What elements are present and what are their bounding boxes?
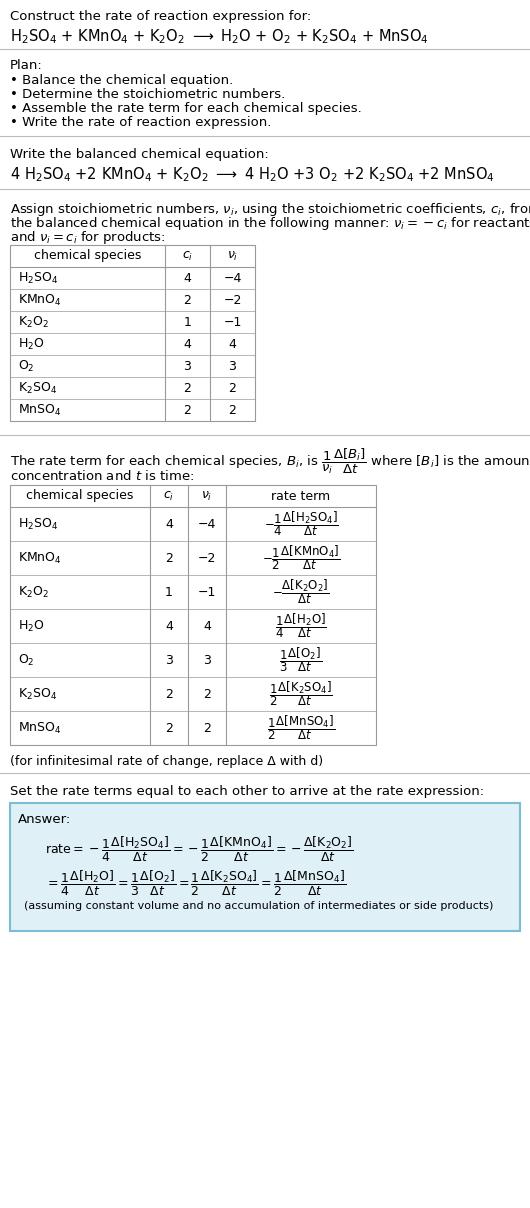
Text: $\mathrm{H_2O}$: $\mathrm{H_2O}$	[18, 618, 45, 633]
Text: Set the rate terms equal to each other to arrive at the rate expression:: Set the rate terms equal to each other t…	[10, 785, 484, 798]
Bar	[10, 484, 376, 745]
Text: −1: −1	[198, 586, 216, 598]
Text: 1: 1	[183, 315, 191, 329]
Text: 2: 2	[183, 403, 191, 417]
Text: $\mathrm{K_2O_2}$: $\mathrm{K_2O_2}$	[18, 585, 49, 599]
Text: Assign stoichiometric numbers, $\nu_i$, using the stoichiometric coefficients, $: Assign stoichiometric numbers, $\nu_i$, …	[10, 201, 530, 217]
Text: 4: 4	[228, 337, 236, 350]
Text: $\dfrac{1}{2}\dfrac{\Delta[\mathrm{K_2SO_4}]}{\Delta t}$: $\dfrac{1}{2}\dfrac{\Delta[\mathrm{K_2SO…	[269, 680, 333, 708]
Text: 3: 3	[183, 360, 191, 372]
Text: rate term: rate term	[271, 489, 331, 503]
Text: $\dfrac{1}{2}\dfrac{\Delta[\mathrm{MnSO_4}]}{\Delta t}$: $\dfrac{1}{2}\dfrac{\Delta[\mathrm{MnSO_…	[267, 714, 335, 743]
Text: 3: 3	[203, 654, 211, 667]
Text: 3: 3	[165, 654, 173, 667]
Text: 2: 2	[228, 403, 236, 417]
Text: −2: −2	[223, 294, 242, 307]
Text: • Assemble the rate term for each chemical species.: • Assemble the rate term for each chemic…	[10, 101, 362, 115]
Text: 1: 1	[165, 586, 173, 598]
Text: chemical species: chemical species	[26, 489, 134, 503]
Text: Construct the rate of reaction expression for:: Construct the rate of reaction expressio…	[10, 10, 311, 23]
Text: −4: −4	[223, 272, 242, 285]
Text: $= \dfrac{1}{4}\dfrac{\Delta[\mathrm{H_2O}]}{\Delta t} = \dfrac{1}{3}\dfrac{\Del: $= \dfrac{1}{4}\dfrac{\Delta[\mathrm{H_2…	[45, 869, 346, 898]
Text: $-\dfrac{1}{2}\dfrac{\Delta[\mathrm{KMnO_4}]}{\Delta t}$: $-\dfrac{1}{2}\dfrac{\Delta[\mathrm{KMnO…	[262, 544, 340, 573]
Text: 2: 2	[183, 294, 191, 307]
Bar	[10, 803, 520, 931]
Text: 2: 2	[165, 721, 173, 734]
Text: $-\dfrac{\Delta[\mathrm{K_2O_2}]}{\Delta t}$: $-\dfrac{\Delta[\mathrm{K_2O_2}]}{\Delta…	[272, 577, 330, 606]
Text: $\mathrm{H_2SO_4}$: $\mathrm{H_2SO_4}$	[18, 517, 58, 532]
Text: • Balance the chemical equation.: • Balance the chemical equation.	[10, 74, 233, 87]
Text: 2: 2	[165, 552, 173, 564]
Text: Answer:: Answer:	[18, 813, 71, 826]
Text: 4: 4	[183, 272, 191, 285]
Text: • Determine the stoichiometric numbers.: • Determine the stoichiometric numbers.	[10, 88, 285, 101]
Text: 4: 4	[165, 517, 173, 530]
Text: $\mathrm{rate} = -\dfrac{1}{4}\dfrac{\Delta[\mathrm{H_2SO_4}]}{\Delta t} = -\dfr: $\mathrm{rate} = -\dfrac{1}{4}\dfrac{\De…	[45, 835, 354, 864]
Text: 2: 2	[203, 687, 211, 701]
Text: 4: 4	[203, 620, 211, 633]
Text: $\mathrm{K_2SO_4}$: $\mathrm{K_2SO_4}$	[18, 686, 57, 702]
Text: $\mathregular{H_2SO_4}$ $+$ $\mathregular{KMnO_4}$ $+$ $\mathregular{K_2O_2}$ $\: $\mathregular{H_2SO_4}$ $+$ $\mathregula…	[10, 27, 429, 46]
Text: $\mathrm{KMnO_4}$: $\mathrm{KMnO_4}$	[18, 551, 62, 565]
Text: $\mathrm{MnSO_4}$: $\mathrm{MnSO_4}$	[18, 402, 61, 418]
Text: $\mathrm{MnSO_4}$: $\mathrm{MnSO_4}$	[18, 720, 61, 736]
Text: concentration and $t$ is time:: concentration and $t$ is time:	[10, 469, 194, 483]
Text: $\mathrm{K_2SO_4}$: $\mathrm{K_2SO_4}$	[18, 381, 57, 395]
Text: $c_i$: $c_i$	[182, 249, 193, 262]
Text: $\mathrm{O_2}$: $\mathrm{O_2}$	[18, 359, 34, 373]
Text: 4: 4	[165, 620, 173, 633]
Text: $4\ \mathregular{H_2SO_4}$ $+ 2\ $$\mathregular{KMnO_4}$ $+\ $$\mathregular{K_2O: $4\ \mathregular{H_2SO_4}$ $+ 2\ $$\math…	[10, 165, 494, 184]
Text: $\dfrac{1}{3}\dfrac{\Delta[\mathrm{O_2}]}{\Delta t}$: $\dfrac{1}{3}\dfrac{\Delta[\mathrm{O_2}]…	[279, 645, 323, 674]
Text: $-\dfrac{1}{4}\dfrac{\Delta[\mathrm{H_2SO_4}]}{\Delta t}$: $-\dfrac{1}{4}\dfrac{\Delta[\mathrm{H_2S…	[263, 510, 339, 539]
Text: 2: 2	[203, 721, 211, 734]
Text: chemical species: chemical species	[34, 250, 141, 262]
Text: the balanced chemical equation in the following manner: $\nu_i = -c_i$ for react: the balanced chemical equation in the fo…	[10, 215, 530, 232]
Text: Write the balanced chemical equation:: Write the balanced chemical equation:	[10, 149, 269, 161]
Text: 4: 4	[183, 337, 191, 350]
Text: $\nu_i$: $\nu_i$	[227, 249, 238, 262]
Text: −4: −4	[198, 517, 216, 530]
Text: $\mathrm{H_2SO_4}$: $\mathrm{H_2SO_4}$	[18, 271, 58, 285]
Text: (for infinitesimal rate of change, replace Δ with d): (for infinitesimal rate of change, repla…	[10, 755, 323, 768]
Text: The rate term for each chemical species, $B_i$, is $\dfrac{1}{\nu_i}\dfrac{\Delt: The rate term for each chemical species,…	[10, 447, 530, 476]
Text: (assuming constant volume and no accumulation of intermediates or side products): (assuming constant volume and no accumul…	[24, 901, 493, 911]
Text: −2: −2	[198, 552, 216, 564]
Text: 2: 2	[165, 687, 173, 701]
Text: $\nu_i$: $\nu_i$	[201, 489, 213, 503]
Text: 3: 3	[228, 360, 236, 372]
Text: $\mathrm{K_2O_2}$: $\mathrm{K_2O_2}$	[18, 314, 49, 330]
Text: $\mathrm{KMnO_4}$: $\mathrm{KMnO_4}$	[18, 292, 62, 308]
Text: • Write the rate of reaction expression.: • Write the rate of reaction expression.	[10, 116, 271, 129]
Text: $\mathrm{O_2}$: $\mathrm{O_2}$	[18, 652, 34, 668]
Text: 2: 2	[228, 382, 236, 395]
Text: $\mathrm{H_2O}$: $\mathrm{H_2O}$	[18, 337, 45, 352]
Bar	[10, 245, 255, 422]
Text: and $\nu_i = c_i$ for products:: and $\nu_i = c_i$ for products:	[10, 230, 165, 246]
Text: −1: −1	[223, 315, 242, 329]
Text: $\dfrac{1}{4}\dfrac{\Delta[\mathrm{H_2O}]}{\Delta t}$: $\dfrac{1}{4}\dfrac{\Delta[\mathrm{H_2O}…	[275, 611, 327, 640]
Text: $c_i$: $c_i$	[163, 489, 174, 503]
Text: 2: 2	[183, 382, 191, 395]
Text: Plan:: Plan:	[10, 59, 43, 72]
